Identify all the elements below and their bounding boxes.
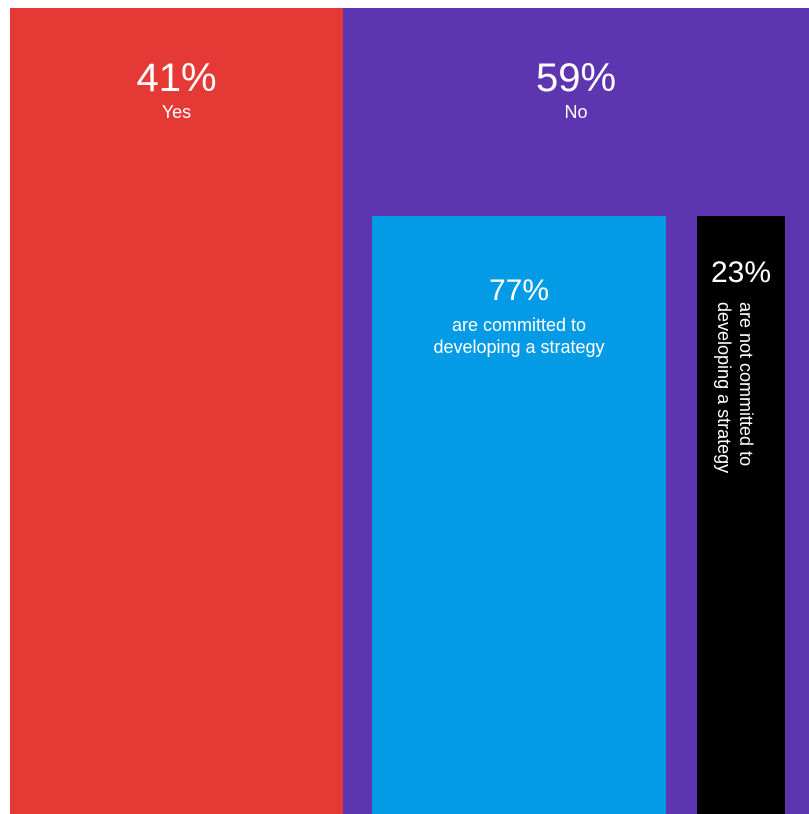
bar-committed-label: are committed to developing a strategy — [433, 315, 605, 357]
bar-yes-percent: 41% — [136, 56, 217, 100]
bar-no-percent: 59% — [535, 56, 617, 100]
bar-no-label: No — [564, 102, 588, 122]
bar-committed-percent: 77% — [488, 274, 550, 307]
bar-no: 59% No 77% are committed to developing a… — [343, 8, 809, 814]
bar-yes-label: Yes — [161, 102, 192, 122]
bar-committed: 77% are committed to developing a strate… — [372, 216, 666, 814]
bar-not-committed-percent: 23% — [710, 256, 772, 289]
bar-yes: 41% Yes — [10, 8, 343, 814]
bar-not-committed: 23% are not committed to developing a st… — [697, 216, 785, 814]
mekko-chart: 41% Yes 59% No 77% are committed to deve… — [10, 8, 809, 814]
bar-not-committed-label: are not committed to developing a strate… — [714, 302, 756, 474]
